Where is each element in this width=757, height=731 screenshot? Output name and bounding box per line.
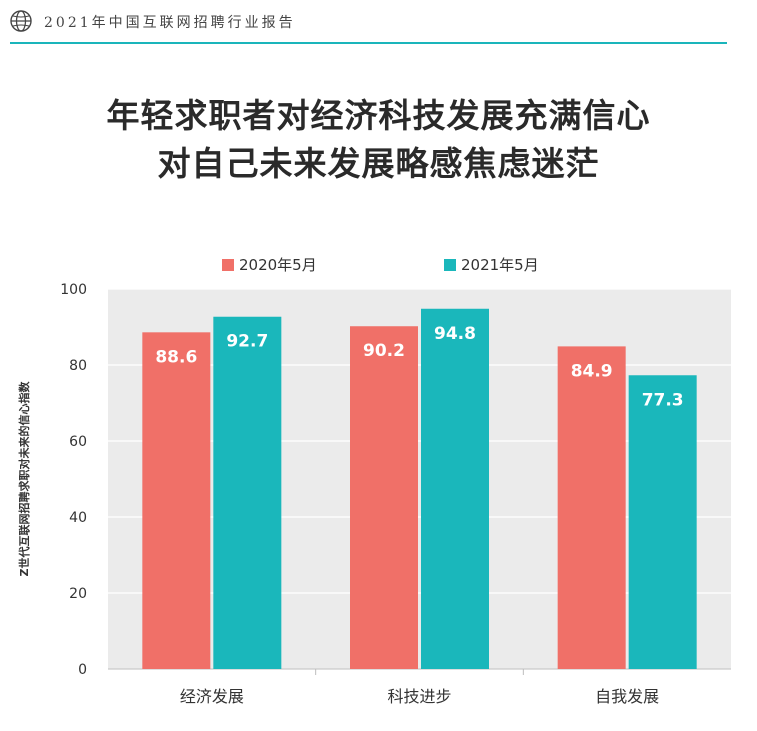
data-label: 94.8 (434, 324, 476, 344)
data-label: 90.2 (363, 341, 405, 361)
x-tick-label: 科技进步 (387, 687, 451, 706)
y-tick-label: 0 (78, 662, 87, 678)
data-label: 84.9 (571, 361, 613, 381)
header-divider (10, 42, 727, 44)
bar-2021 (213, 316, 282, 669)
legend-label: 2021年5月 (461, 256, 539, 274)
x-tick-label: 经济发展 (180, 687, 244, 706)
title-line-1: 年轻求职者对经济科技发展充满信心 (106, 96, 651, 135)
y-tick-label: 100 (60, 282, 87, 298)
report-header-title: 2021年中国互联网招聘行业报告 (44, 15, 296, 31)
title-line-2: 对自己未来发展略感焦虑迷茫 (157, 144, 600, 183)
plot-area (108, 289, 731, 669)
globe-icon (10, 10, 32, 32)
y-tick-label: 60 (69, 434, 87, 450)
legend-swatch (444, 259, 456, 271)
page-title: 年轻求职者对经济科技发展充满信心 对自己未来发展略感焦虑迷茫 (0, 92, 757, 188)
bar-2021 (628, 375, 697, 669)
bar-2020 (142, 332, 211, 669)
y-tick-label: 80 (69, 358, 87, 374)
data-label: 92.7 (226, 332, 268, 352)
bar-2020 (350, 326, 418, 669)
legend-label: 2020年5月 (239, 256, 317, 274)
data-label: 88.6 (155, 347, 197, 367)
legend-swatch (222, 259, 234, 271)
bar-2021 (421, 308, 489, 669)
report-header: 2021年中国互联网招聘行业报告 (0, 0, 757, 44)
x-tick-label: 自我发展 (595, 687, 659, 706)
data-label: 77.3 (642, 390, 684, 410)
bar-2020 (557, 346, 626, 669)
y-tick-label: 20 (69, 586, 87, 602)
y-axis-label: Z世代互联网招聘求职对未来的信心指数 (17, 381, 31, 577)
y-tick-label: 40 (69, 510, 87, 526)
